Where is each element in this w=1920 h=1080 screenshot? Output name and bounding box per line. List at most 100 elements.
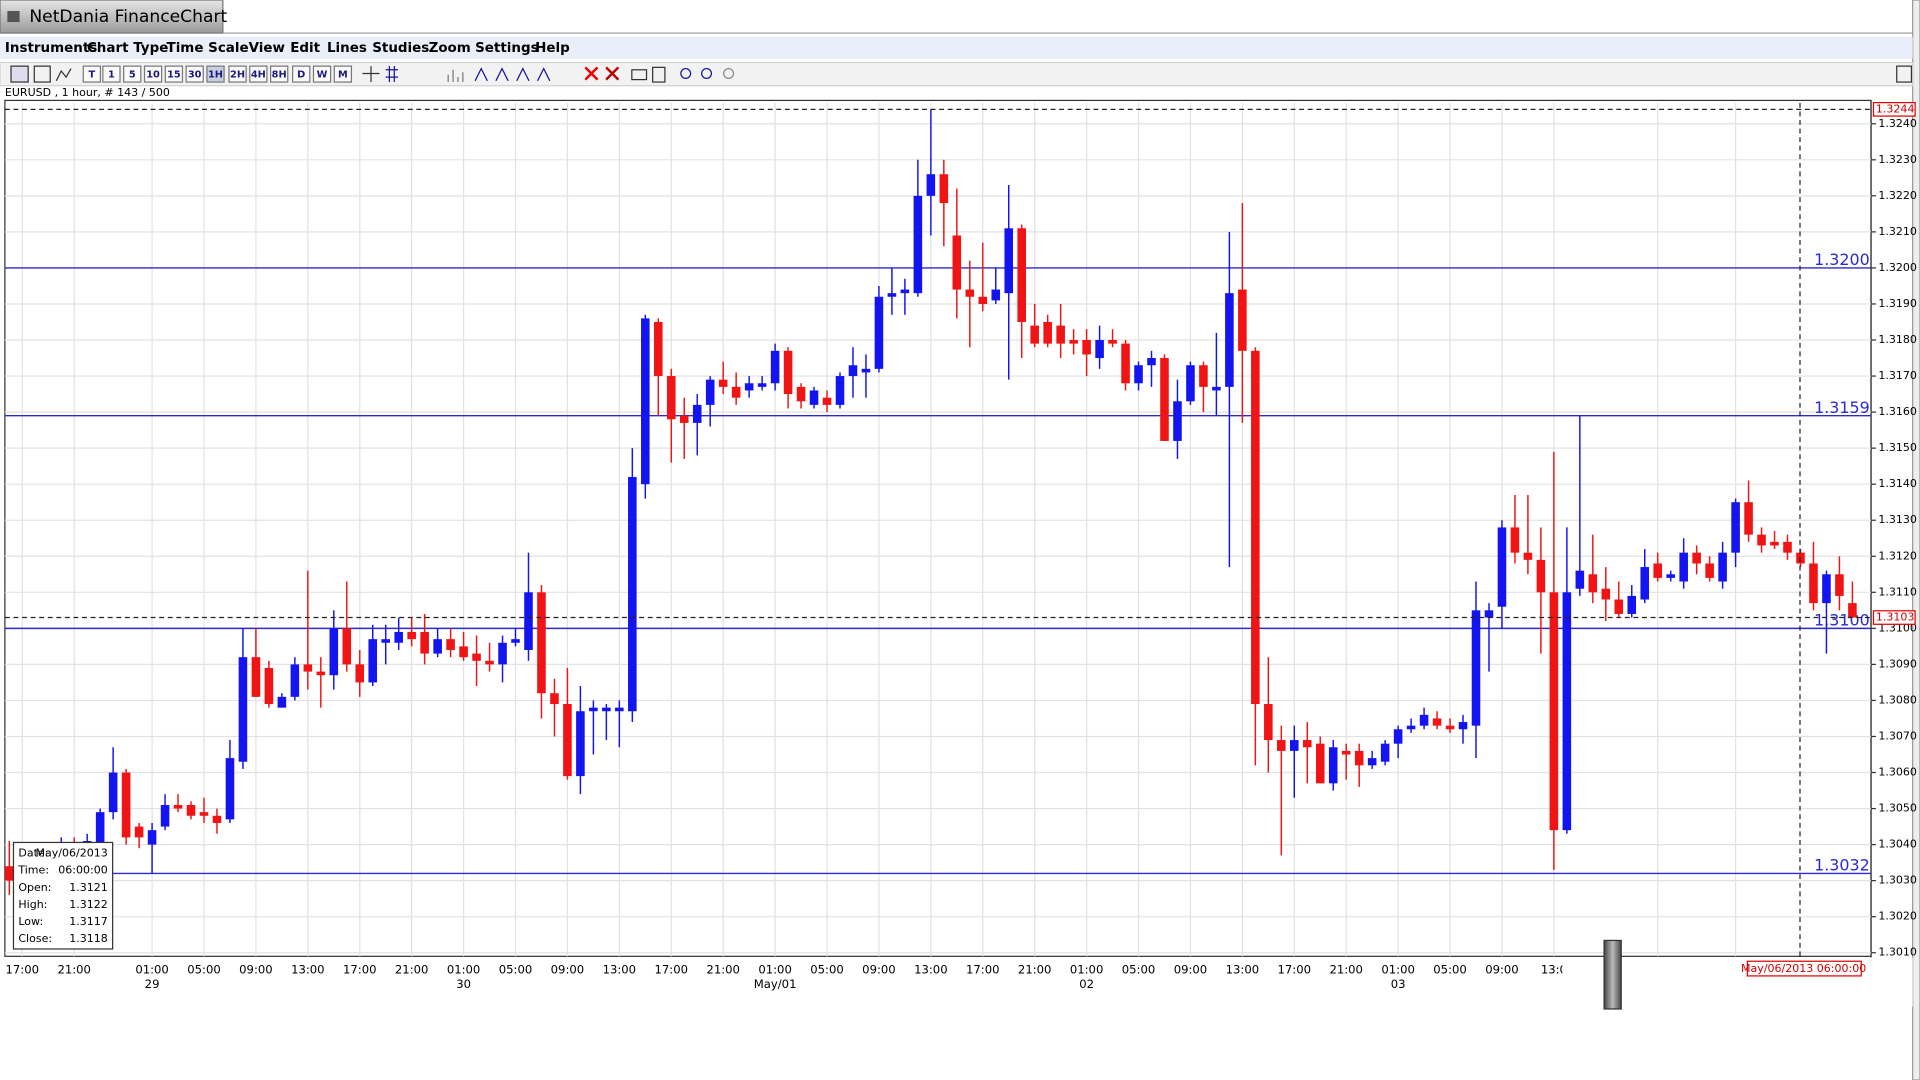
menu-item[interactable]: Settings: [475, 41, 539, 56]
y-tick-label: 1.3010: [1878, 946, 1917, 959]
timescale-button[interactable]: [123, 65, 142, 83]
info-label: Close:: [18, 932, 52, 945]
timescale-label: D: [297, 70, 305, 81]
icon-candles[interactable]: [33, 65, 51, 83]
y-tick-label: 1.3060: [1878, 766, 1917, 779]
candle-body: [887, 293, 897, 297]
candle-body: [1445, 725, 1455, 730]
y-tick-label: 1.3140: [1878, 477, 1917, 490]
level-label: 1.3032: [1814, 856, 1870, 875]
icon-print[interactable]: [631, 69, 648, 81]
timescale-button[interactable]: [185, 65, 204, 83]
y-tick-label: 1.3120: [1878, 549, 1917, 562]
candle-body: [602, 707, 611, 712]
info-value: 1.3122: [69, 898, 108, 911]
timescale-button[interactable]: [249, 65, 268, 83]
candle-body: [1354, 750, 1364, 766]
x-tick-label: 21:00: [57, 962, 91, 976]
icon-line[interactable]: [55, 68, 72, 82]
candle-body: [589, 707, 598, 712]
candle-body: [1173, 401, 1182, 441]
icon-panel[interactable]: [1896, 65, 1913, 83]
candle-body: [615, 707, 624, 712]
candle-body: [1017, 228, 1026, 322]
menu-item[interactable]: Edit: [290, 41, 320, 56]
candle-body: [1848, 603, 1857, 618]
y-tick-label: 1.3190: [1878, 297, 1917, 310]
candle-body: [1627, 595, 1637, 614]
x-tick-label: 21:00: [1018, 962, 1052, 976]
x-tick-label: 09:00: [1174, 962, 1208, 976]
candle-body: [1315, 743, 1325, 784]
icon-preview[interactable]: [652, 66, 666, 83]
icon-delete[interactable]: [584, 66, 599, 81]
candle-body: [1484, 610, 1494, 618]
timescale-button[interactable]: [143, 65, 163, 83]
toolbar-icons: [10, 65, 1913, 83]
x-day-label: May/01: [754, 977, 797, 991]
scrollbar-thumb[interactable]: [1603, 939, 1622, 1010]
crosshair-label: May/06/2013 06:00:00: [1741, 962, 1866, 975]
candle-body: [1510, 527, 1520, 553]
menu-item[interactable]: Chart Type: [87, 41, 168, 56]
x-tick-label: 05:00: [1122, 962, 1156, 976]
menu-item[interactable]: Zoom: [429, 41, 471, 56]
timescale-button[interactable]: [82, 65, 102, 83]
candle-body: [1614, 599, 1624, 614]
candle-body: [731, 386, 741, 398]
candle-body: [342, 628, 352, 665]
symbol-info: EURUSD , 1 hour, # 143 / 500: [5, 86, 170, 99]
candle-body: [355, 664, 365, 683]
candle-body: [1328, 747, 1338, 784]
y-tick-label: 1.3070: [1878, 729, 1917, 742]
info-value: May/06/2013: [36, 846, 108, 859]
menu-item[interactable]: Help: [535, 41, 570, 56]
x-tick-label: 21:00: [395, 962, 429, 976]
last-marker-box: [1872, 610, 1916, 625]
menu-item[interactable]: Studies: [372, 41, 429, 56]
title-tab[interactable]: [0, 0, 224, 34]
icon-zoom-in[interactable]: [680, 67, 692, 79]
y-tick-label: 1.3090: [1878, 657, 1917, 670]
y-tick-label: 1.3240: [1878, 117, 1917, 130]
candle-body: [225, 758, 235, 820]
app-icon: [7, 11, 20, 23]
candle-body: [1147, 358, 1156, 366]
icon-bars[interactable]: [10, 65, 29, 83]
candle-body: [199, 812, 209, 816]
candle-body: [1770, 541, 1779, 546]
icon-zoom-reset[interactable]: [723, 67, 735, 79]
info-box: Date:May/06/2013 Time: 06:00:00 Open: 1.3121…: [12, 841, 114, 950]
menu-item[interactable]: Instruments: [5, 41, 97, 56]
timescale-button[interactable]: [333, 65, 353, 83]
candle-body: [186, 804, 196, 816]
timescale-button[interactable]: [206, 65, 225, 83]
timescale-button[interactable]: [270, 65, 289, 83]
candle-body: [524, 592, 533, 650]
candle-body: [329, 628, 339, 676]
timescale-label: 2H: [230, 70, 245, 81]
timescale-button[interactable]: [164, 65, 184, 83]
icon-grid[interactable]: [385, 66, 398, 83]
candle-body: [939, 174, 949, 204]
timescale-button[interactable]: [292, 65, 311, 83]
icon-lines[interactable]: [474, 67, 551, 82]
menu-item[interactable]: Lines: [327, 41, 367, 56]
candle-body: [679, 415, 689, 423]
timescale-button[interactable]: [102, 65, 121, 83]
candle-body: [705, 379, 715, 405]
candle-body: [770, 350, 780, 384]
x-tick-label: 17:00: [655, 962, 689, 976]
menu-item[interactable]: View: [249, 41, 285, 56]
candle-body: [1497, 527, 1507, 607]
icon-delete-all[interactable]: [605, 66, 620, 81]
timescale-button[interactable]: [312, 65, 332, 83]
x-tick-label: 13:00: [914, 962, 948, 976]
timescale-label: 15: [167, 70, 181, 81]
icon-volume[interactable]: [447, 69, 464, 83]
timescale-button[interactable]: [228, 65, 247, 83]
menu-item[interactable]: Time Scale: [167, 41, 249, 56]
x-tick-label: 13:00: [603, 962, 637, 976]
icon-zoom-out[interactable]: [701, 67, 713, 79]
